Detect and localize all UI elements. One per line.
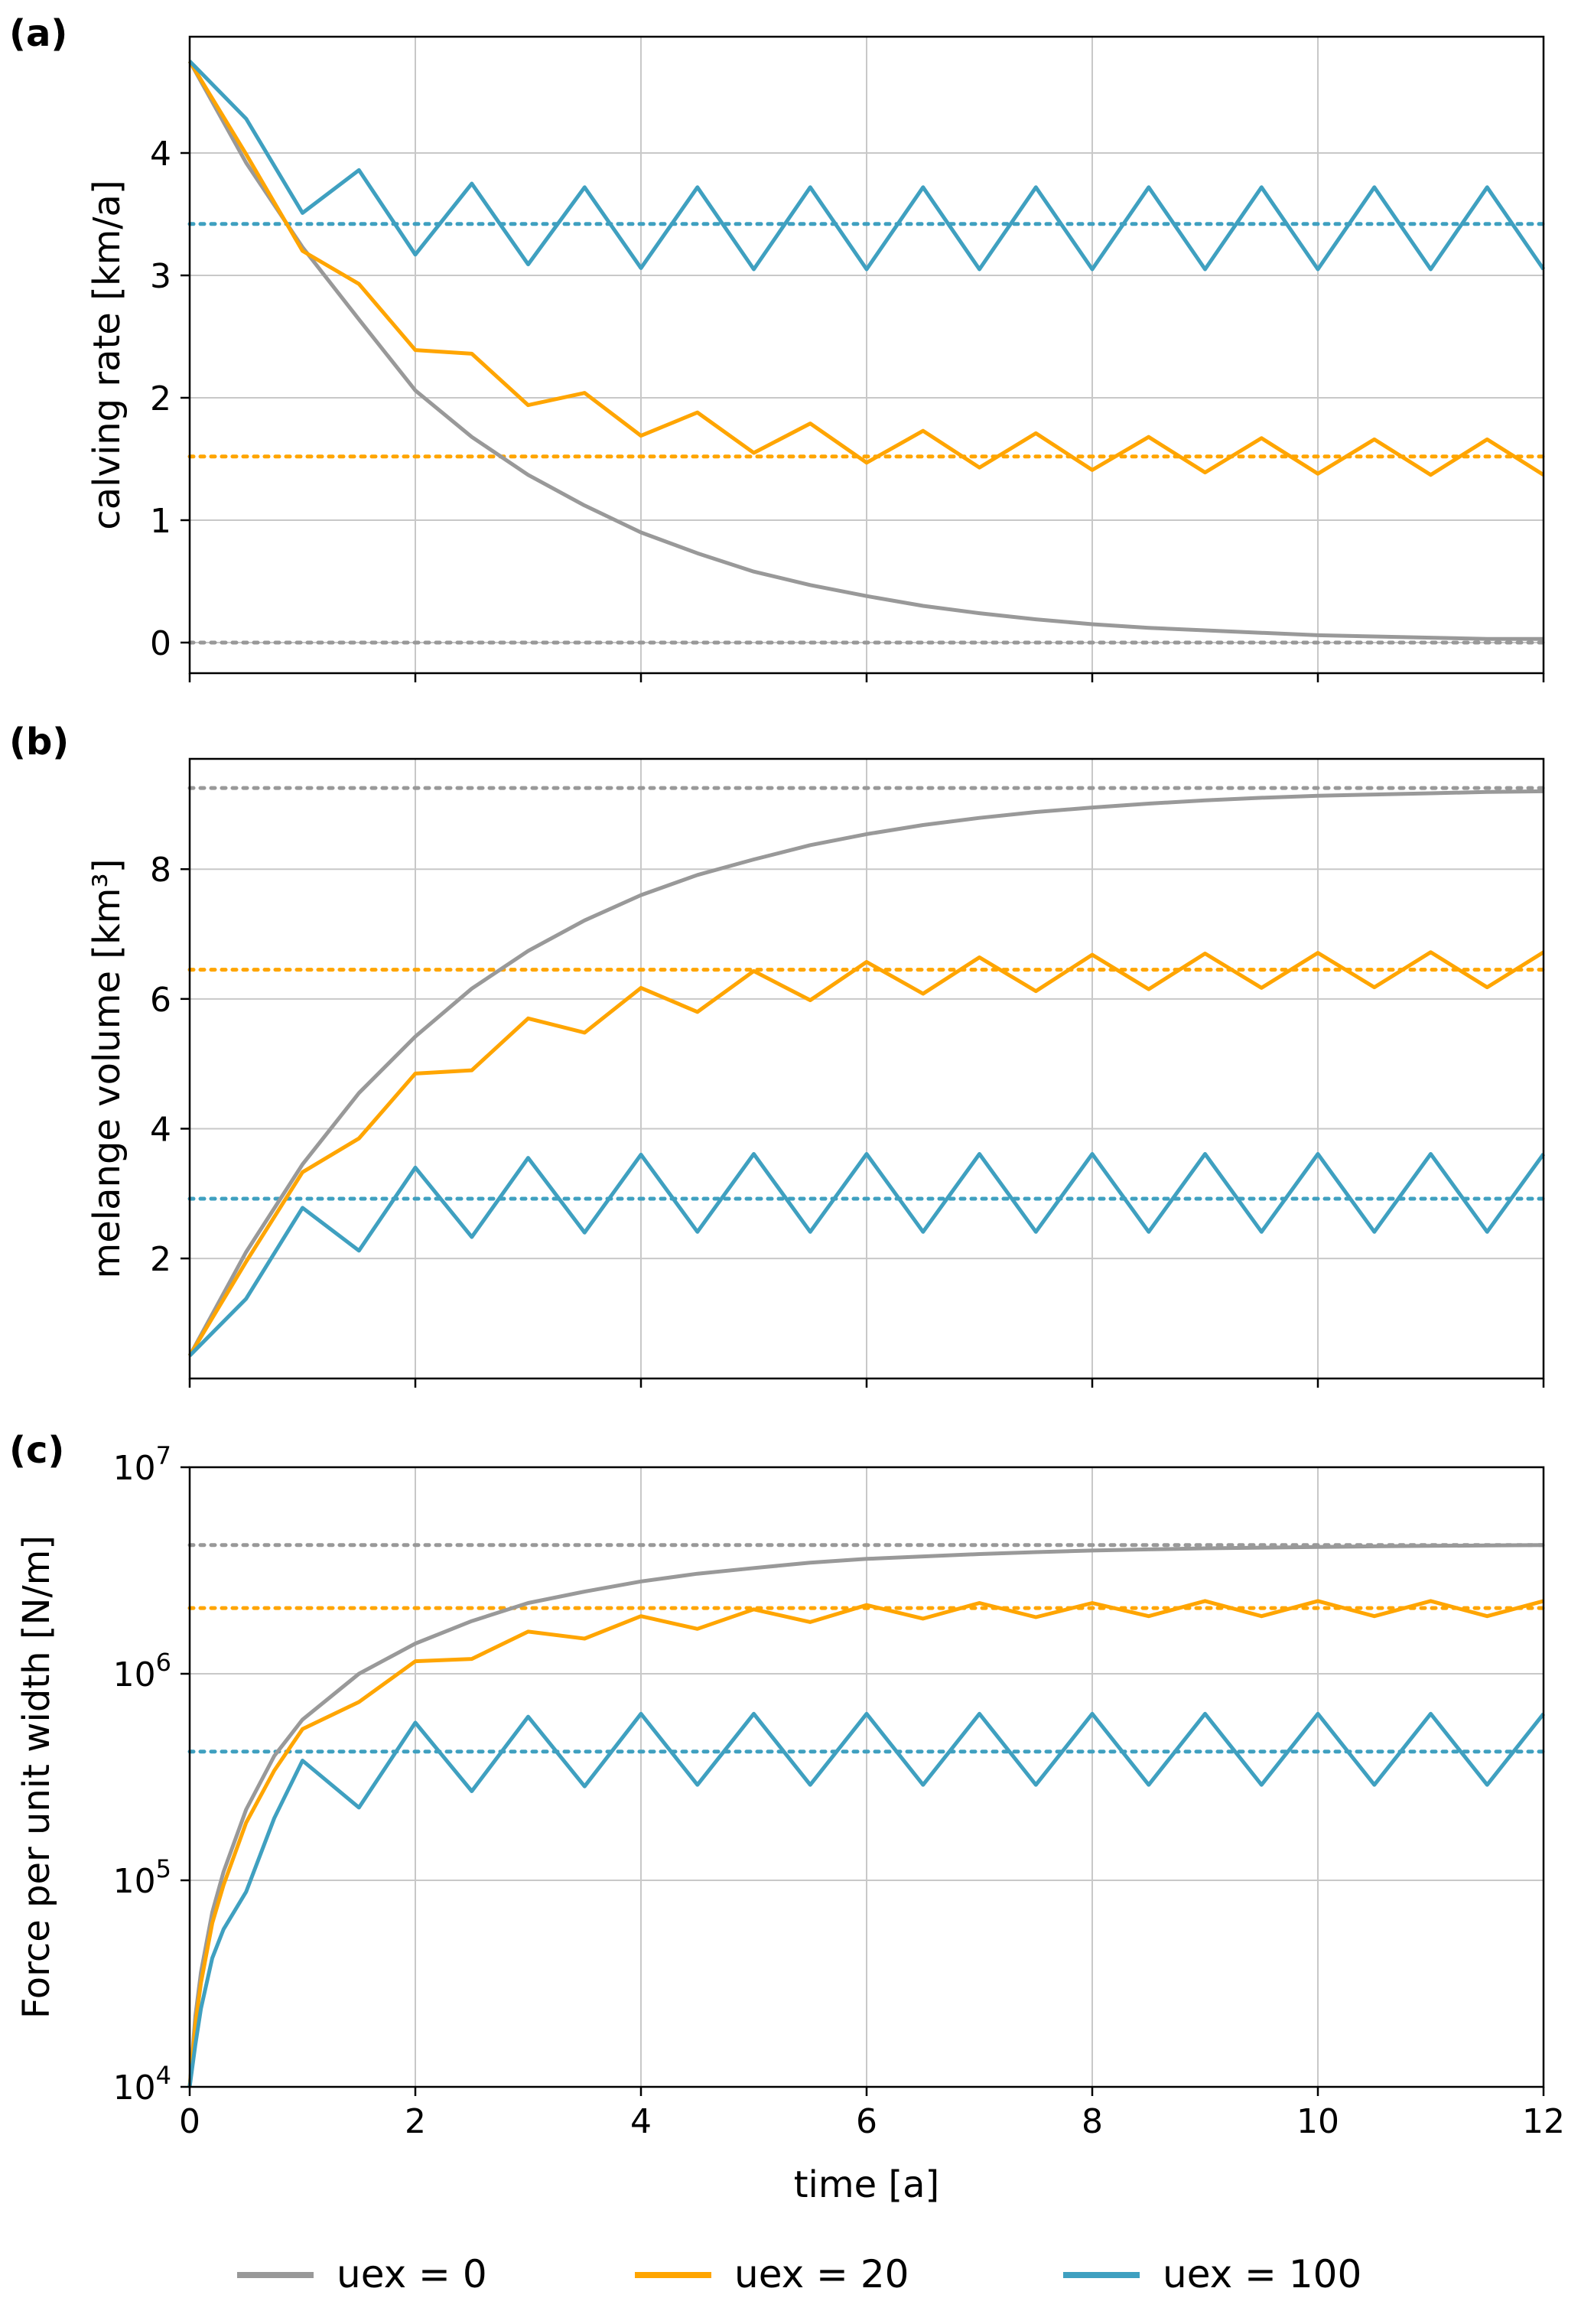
panel-b-grid [189,759,1544,1378]
x-tick-label: 10 [1296,2102,1339,2141]
panel-b-steady-state-lines [187,786,1546,1201]
panel-b-label: (b) [9,721,69,763]
panel-a-series [187,60,1546,641]
panel-b-series [187,789,1546,1358]
panel-a: 0 1 2 3 4 (a) calving rate [km/a] [9,12,1546,682]
panel-a-y-ticks: 0 1 2 3 4 [150,135,190,663]
x-tick-label: 2 [405,2102,426,2141]
panel-b-series-line [187,950,1545,1357]
x-axis-label: time [a] [794,2163,940,2206]
panel-a-grid [189,37,1544,673]
panel-b-y-axis-label: melange volume [km³] [86,858,128,1278]
panel-b-series-line [188,1152,1546,1358]
x-tick-label: 0 [179,2102,200,2141]
panel-c-steady-state-lines [187,1543,1546,1754]
legend: uex = 0 uex = 20 uex = 100 [237,2252,1361,2296]
panel-c-y-tick-label: 106 [113,1648,171,1694]
panel-b-y-tick-label: 6 [150,981,171,1020]
panel-c-label: (c) [9,1429,64,1472]
x-tick-label: 6 [856,2102,877,2141]
panel-a-y-tick-label: 0 [150,624,171,663]
panel-a-y-tick-label: 2 [150,379,171,418]
panel-b-y-tick-label: 4 [150,1110,171,1149]
x-tick-label: 4 [630,2102,652,2141]
panel-b-x-ticks [188,1378,1545,1388]
legend-label: uex = 0 [337,2252,487,2296]
panel-c-x-ticks: 0 2 4 6 8 10 12 [179,2087,1565,2141]
panel-a-series-line [187,60,1545,477]
panel-c-y-tick-label: 105 [113,1854,171,1901]
panel-c-y-tick-label: 107 [113,1441,171,1488]
panel-a-y-axis-label: calving rate [km/a] [86,180,128,529]
panel-a-x-ticks [188,673,1545,682]
legend-label: uex = 100 [1163,2252,1361,2296]
panel-b-series-line [187,789,1544,1357]
panel-c-series-line [187,1711,1545,2088]
panel-b-y-tick-label: 2 [150,1240,171,1279]
panel-c-series-line [187,1599,1544,2088]
panel-a-y-tick-label: 3 [150,257,171,296]
panel-a-y-tick-label: 4 [150,135,171,174]
panel-c: 0 2 4 6 8 10 12 104 105 106 107 (c) Force per uni… [9,1429,1565,2141]
panel-b: 2 4 6 8 (b) melange volume [km³] [9,721,1546,1388]
x-tick-label: 8 [1082,2102,1103,2141]
panel-c-y-axis-label: Force per unit width [N/m] [15,1535,58,2019]
panel-a-series-line [187,60,1544,641]
x-tick-label: 12 [1522,2102,1565,2141]
panel-a-y-tick-label: 1 [150,502,171,541]
panel-b-y-tick-label: 8 [150,851,171,890]
panel-c-series [187,1543,1545,2088]
panel-b-y-ticks: 2 4 6 8 [150,851,190,1279]
panel-c-series-line [187,1543,1544,2088]
panel-c-y-ticks: 104 105 106 107 [113,1441,190,2108]
panel-c-y-tick-label: 104 [113,2061,171,2108]
legend-label: uex = 20 [734,2252,909,2296]
panel-a-steady-state-lines [187,222,1546,645]
panel-a-label: (a) [9,12,67,55]
panel-a-series-line [188,60,1546,272]
